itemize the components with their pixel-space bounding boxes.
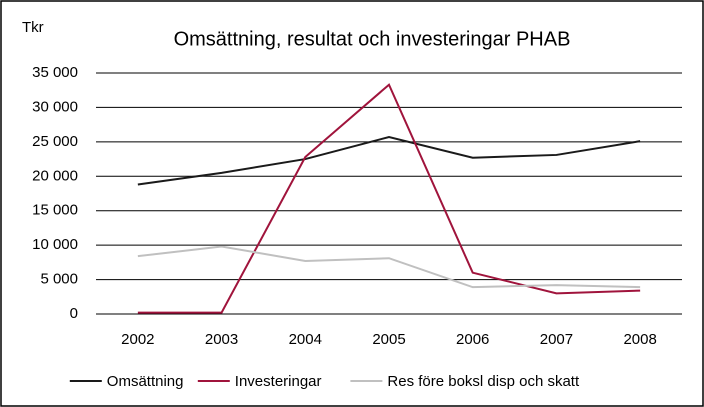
y-tick-label: 15 000 [32, 202, 78, 219]
x-tick-label: 2008 [623, 331, 656, 348]
y-tick-label: 20 000 [32, 167, 78, 184]
chart-title: Omsättning, resultat och investeringar P… [174, 28, 571, 50]
y-tick-label: 35 000 [32, 64, 78, 81]
y-tick-label: 5 000 [40, 271, 78, 288]
series-line [137, 245, 641, 289]
series-line [137, 136, 641, 186]
x-tick-label: 2005 [372, 331, 405, 348]
x-tick-label: 2004 [289, 331, 322, 348]
legend-label: Investeringar [235, 373, 322, 390]
y-tick-label: 25 000 [32, 133, 78, 150]
y-tick-label: 30 000 [32, 98, 78, 115]
x-tick-label: 2007 [540, 331, 573, 348]
x-tick-label: 2003 [205, 331, 238, 348]
legend-label: Omsättning [107, 373, 184, 390]
y-axis-label: Tkr [22, 19, 44, 36]
legend-label: Res före boksl disp och skatt [387, 373, 580, 390]
series-line [137, 83, 641, 314]
x-tick-label: 2002 [121, 331, 154, 348]
y-tick-label: 10 000 [32, 236, 78, 253]
x-tick-label: 2006 [456, 331, 489, 348]
y-tick-label: 0 [70, 305, 78, 322]
